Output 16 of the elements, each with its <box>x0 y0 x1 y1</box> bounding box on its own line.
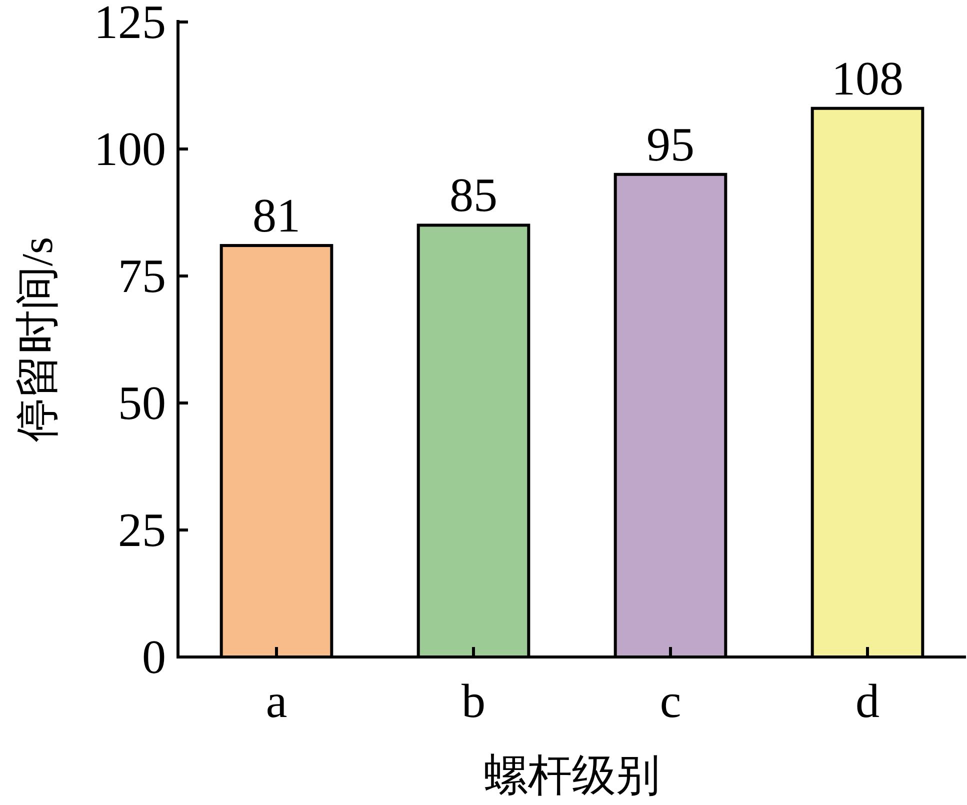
x-tick-label: c <box>660 675 682 728</box>
y-tick-label: 75 <box>118 250 166 303</box>
x-tick-label: b <box>462 675 486 728</box>
x-axis-title: 螺杆级别 <box>484 751 660 800</box>
data-label: 85 <box>450 169 498 222</box>
y-tick-label: 50 <box>118 377 166 430</box>
data-label: 81 <box>252 190 300 243</box>
y-tick-label: 25 <box>118 504 166 557</box>
y-axis-title: 停留时间/s <box>13 236 62 442</box>
y-tick-label: 125 <box>94 0 166 49</box>
x-tick-label: d <box>856 675 880 728</box>
x-tick-label: a <box>266 675 288 728</box>
data-label: 95 <box>646 118 694 172</box>
data-label: 108 <box>832 52 904 106</box>
y-tick-label: 100 <box>94 123 166 176</box>
y-tick-label: 0 <box>142 631 166 684</box>
